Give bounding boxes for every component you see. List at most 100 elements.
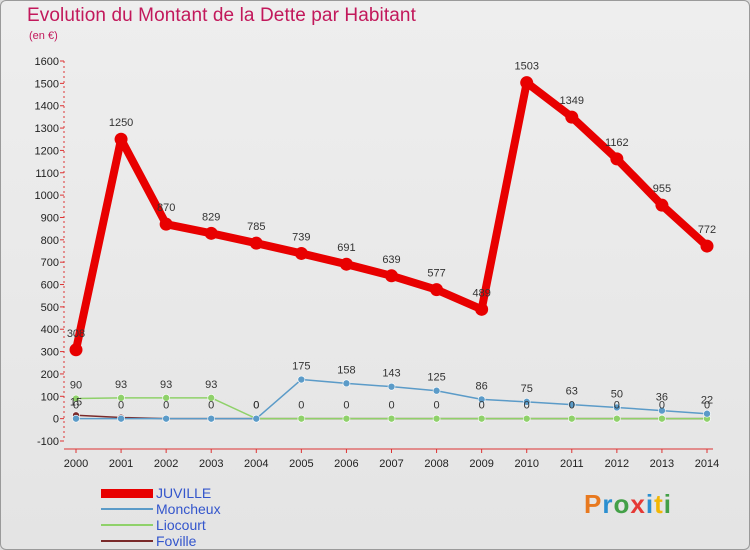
data-label-liocourt: 90 <box>70 380 82 392</box>
y-tick-label: 600 <box>41 280 59 292</box>
data-label-liocourt: 0 <box>253 400 259 412</box>
data-label-liocourt: 93 <box>160 379 172 391</box>
legend-item-liocourt: Liocourt <box>101 517 301 533</box>
legend: JUVILLE Moncheux Liocourt Foville <box>101 485 301 549</box>
data-point-liocourt <box>658 414 666 423</box>
data-label-moncheux: 50 <box>611 388 623 400</box>
legend-swatch-juville <box>101 489 153 498</box>
logo-letter: P <box>584 489 603 519</box>
data-label-juville: 785 <box>247 221 265 233</box>
legend-swatch-liocourt <box>101 524 153 526</box>
y-tick-label: 0 <box>53 414 59 426</box>
x-tick-label: 2003 <box>199 458 223 470</box>
legend-label-liocourt: Liocourt <box>156 517 206 533</box>
data-point-juville <box>700 239 714 253</box>
data-label-liocourt: 0 <box>434 400 440 412</box>
data-label-moncheux: 36 <box>656 392 668 404</box>
data-label-moncheux: 158 <box>337 364 355 376</box>
data-point-moncheux <box>432 386 441 395</box>
x-tick-label: 2007 <box>379 458 403 470</box>
legend-swatch-moncheux <box>101 508 153 510</box>
x-tick-label: 2012 <box>605 458 629 470</box>
data-point-liocourt <box>297 414 306 423</box>
y-tick-label: 700 <box>41 257 59 269</box>
data-point-liocourt <box>522 414 531 423</box>
data-label-juville: 739 <box>292 231 310 243</box>
data-labels-layer: 3081250870829785739691639577489150313491… <box>67 61 716 412</box>
y-tick-label: -100 <box>37 436 59 448</box>
y-tick-label: 900 <box>41 212 59 224</box>
x-tick-label: 2014 <box>695 458 719 470</box>
data-label-liocourt: 0 <box>659 400 665 412</box>
data-point-moncheux <box>567 400 576 409</box>
data-label-juville: 639 <box>382 254 400 266</box>
data-point-moncheux <box>658 406 666 415</box>
data-label-liocourt: 0 <box>524 400 530 412</box>
x-tick-label: 2000 <box>64 458 88 470</box>
data-label-juville: 772 <box>698 224 716 236</box>
data-label-liocourt: 0 <box>704 400 710 412</box>
data-point-moncheux <box>703 409 711 418</box>
data-label-liocourt: 93 <box>115 379 127 391</box>
data-point-liocourt <box>342 414 351 423</box>
legend-label-foville: Foville <box>156 533 197 549</box>
logo-letter: x <box>630 489 646 519</box>
data-label-juville: 489 <box>472 287 490 299</box>
data-point-juville <box>249 236 263 250</box>
data-point-juville <box>114 132 128 146</box>
data-label-juville: 870 <box>157 202 175 214</box>
data-point-juville <box>565 110 579 124</box>
data-point-juville <box>339 257 353 271</box>
legend-item-foville: Foville <box>101 533 301 549</box>
logo-letter: o <box>613 489 631 519</box>
data-label-liocourt: 93 <box>205 379 217 391</box>
data-point-juville <box>520 76 534 90</box>
data-label-juville: 308 <box>67 328 85 340</box>
y-tick-label: 300 <box>41 347 59 359</box>
data-label-moncheux: 22 <box>701 395 713 407</box>
data-point-moncheux <box>117 414 125 423</box>
data-point-moncheux <box>477 395 486 404</box>
legend-item-juville: JUVILLE <box>101 485 301 501</box>
data-label-moncheux: 0 <box>253 400 259 412</box>
data-point-juville <box>159 217 173 231</box>
data-label-liocourt: 0 <box>479 400 485 412</box>
x-tick-label: 2010 <box>514 458 538 470</box>
data-label-juville: 955 <box>653 183 671 195</box>
logo-letter: i <box>663 489 672 519</box>
data-label-moncheux: 0 <box>163 400 169 412</box>
y-tick-label: 500 <box>41 302 59 314</box>
y-tick-label: 1200 <box>35 145 59 157</box>
data-point-moncheux <box>252 414 261 423</box>
y-tick-label: 100 <box>41 391 59 403</box>
data-point-juville <box>69 343 83 357</box>
data-label-liocourt: 0 <box>343 400 349 412</box>
data-label-foville: 15 <box>70 396 82 408</box>
y-tick-label: 1600 <box>35 56 59 68</box>
legend-item-moncheux: Moncheux <box>101 501 301 517</box>
data-point-liocourt <box>387 414 396 423</box>
data-label-juville: 1250 <box>109 117 133 129</box>
y-tick-label: 1000 <box>35 190 59 202</box>
data-label-juville: 1349 <box>560 95 584 107</box>
data-point-moncheux <box>297 375 306 384</box>
axes: -100010020030040050060070080090010001100… <box>35 56 720 470</box>
data-point-juville <box>655 198 669 212</box>
data-point-liocourt <box>72 394 80 403</box>
data-point-juville <box>430 283 444 297</box>
data-point-liocourt <box>207 394 216 402</box>
data-label-juville: 1503 <box>514 61 538 73</box>
y-tick-label: 1100 <box>35 168 59 180</box>
data-label-moncheux: 0 <box>73 400 79 412</box>
data-label-moncheux: 125 <box>427 372 445 384</box>
data-point-moncheux <box>207 414 216 423</box>
data-point-juville <box>475 302 489 316</box>
data-label-juville: 691 <box>337 242 355 254</box>
proxiti-logo: Proxiti <box>584 489 672 520</box>
x-tick-label: 2008 <box>424 458 448 470</box>
data-point-moncheux <box>387 382 396 391</box>
data-point-juville <box>204 226 218 240</box>
data-label-moncheux: 86 <box>476 380 488 392</box>
data-label-liocourt: 0 <box>614 400 620 412</box>
